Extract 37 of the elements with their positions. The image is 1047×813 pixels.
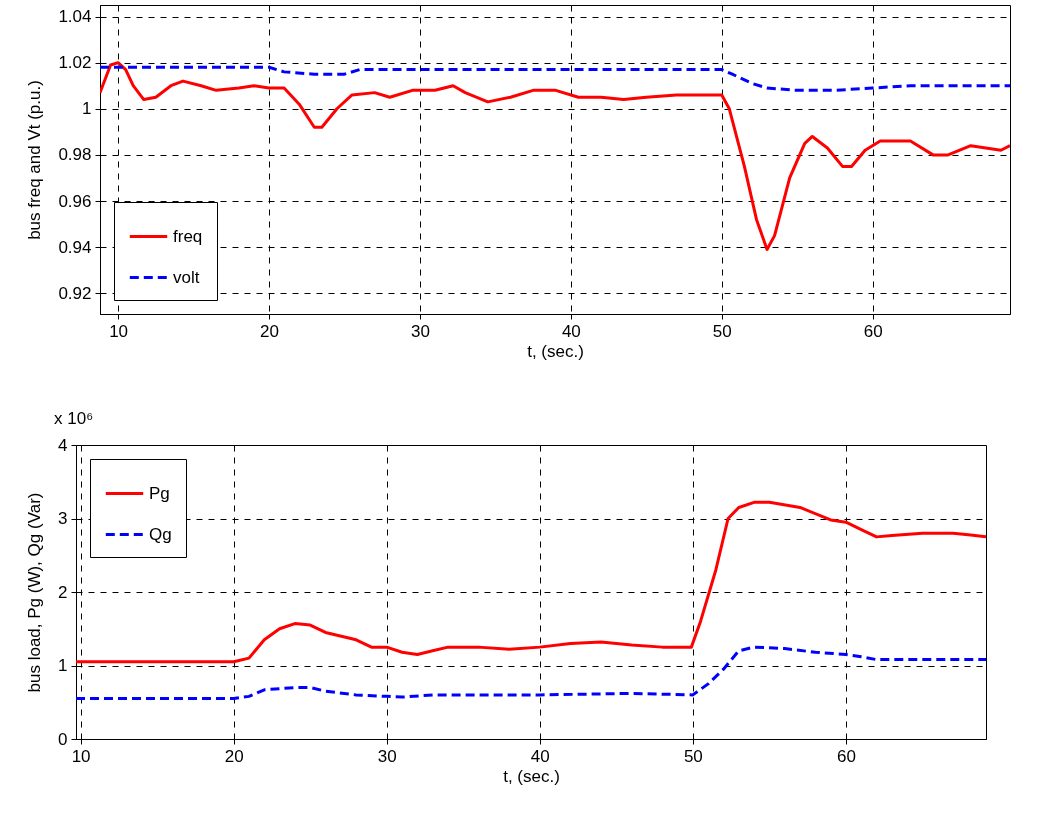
x-tick-label: 60 [836,746,856,766]
x-tick-label: 30 [377,746,397,766]
line-series [100,65,1010,92]
x-tick-label: 40 [530,746,550,766]
y-tick-label: 1.04 [58,7,92,27]
x-tick-label: 10 [71,746,91,766]
line-series [76,500,986,664]
y-tick-label: 4 [58,435,68,455]
legend-label: Qg [149,524,172,544]
legend-label: freq [173,226,203,246]
x-axis-title: t, (sec.) [527,341,584,361]
y-tick-label: 1.02 [58,53,92,73]
x-axis-title: t, (sec.) [503,766,560,786]
y-tick-label: 0.98 [58,145,92,165]
line-series [76,645,986,701]
y-tick-label: 0.96 [58,191,92,211]
x-tick-label: 30 [410,321,430,341]
x-tick-label: 50 [683,746,703,766]
text: x 10⁶ [54,409,94,428]
y-tick-label: 0 [58,729,68,749]
legend-label: Pg [149,483,170,503]
x-tick-label: 50 [712,321,732,341]
y-tick-label: 0.92 [58,283,92,303]
y-axis-title: bus freq and Vt (p.u.) [25,80,45,240]
x-tick-label: 20 [224,746,244,766]
y-tick-label: 0.94 [58,237,92,257]
y-tick-label: 1 [82,99,92,119]
x-tick-label: 40 [561,321,581,341]
y-tick-label: 1 [58,656,68,675]
y-axis-title: bus load, Pg (W), Qg (Var) [25,492,45,693]
y-tick-label: 3 [58,509,68,528]
line-series [100,61,1010,251]
y-tick-label: 2 [58,582,68,602]
legend-label: volt [173,267,200,287]
x-tick-label: 10 [109,321,129,341]
x-tick-label: 60 [863,321,883,341]
x-tick-label: 20 [260,321,279,341]
